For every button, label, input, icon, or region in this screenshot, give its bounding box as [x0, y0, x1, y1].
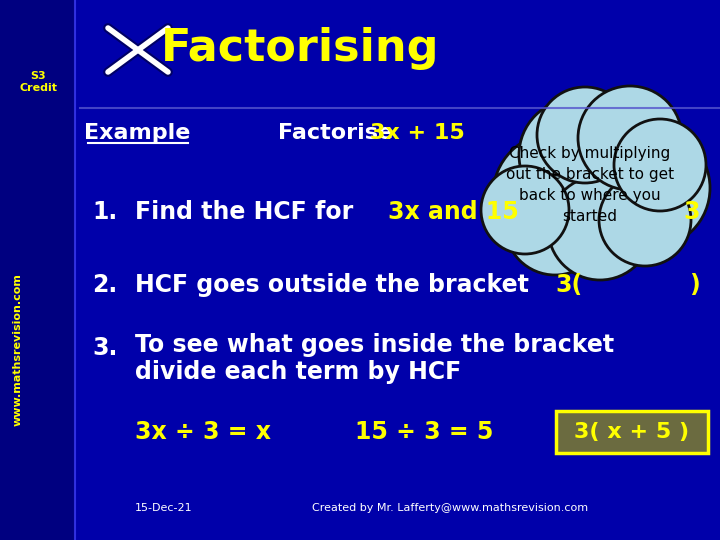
Text: 3.: 3.: [92, 336, 117, 360]
Circle shape: [599, 174, 691, 266]
Text: 15 ÷ 3 = 5: 15 ÷ 3 = 5: [355, 420, 493, 444]
Text: 3x + 15: 3x + 15: [370, 123, 464, 143]
Circle shape: [481, 166, 569, 254]
Text: 3( x + 5 ): 3( x + 5 ): [575, 422, 690, 442]
Text: 2.: 2.: [92, 273, 117, 297]
Circle shape: [493, 133, 617, 257]
Circle shape: [548, 176, 652, 280]
FancyBboxPatch shape: [556, 411, 708, 453]
Circle shape: [535, 100, 675, 240]
Text: Example: Example: [84, 123, 190, 143]
Text: To see what goes inside the bracket: To see what goes inside the bracket: [135, 333, 614, 357]
Text: 3x ÷ 3 = x: 3x ÷ 3 = x: [135, 420, 271, 444]
Text: Factorising: Factorising: [161, 26, 439, 70]
Text: Check by multiplying
out the bracket to get
back to where you
started: Check by multiplying out the bracket to …: [506, 146, 674, 224]
Text: Created by Mr. Lafferty@www.mathsrevision.com: Created by Mr. Lafferty@www.mathsrevisio…: [312, 503, 588, 513]
Text: www.mathsrevision.com: www.mathsrevision.com: [13, 274, 23, 427]
Text: Find the HCF for: Find the HCF for: [135, 200, 361, 224]
Text: 3(: 3(: [555, 273, 582, 297]
Text: 3: 3: [683, 200, 700, 224]
Circle shape: [562, 90, 678, 206]
Text: ): ): [689, 273, 700, 297]
Circle shape: [505, 175, 605, 275]
Text: HCF goes outside the bracket: HCF goes outside the bracket: [135, 273, 529, 297]
Text: 3x and 15: 3x and 15: [388, 200, 518, 224]
Circle shape: [614, 119, 706, 211]
Text: 1.: 1.: [92, 200, 117, 224]
Circle shape: [519, 99, 631, 211]
Text: Factorise: Factorise: [278, 123, 409, 143]
Circle shape: [590, 128, 710, 248]
FancyBboxPatch shape: [0, 0, 75, 540]
Text: S3
Credit: S3 Credit: [19, 71, 57, 93]
Circle shape: [537, 87, 633, 183]
Text: divide each term by HCF: divide each term by HCF: [135, 360, 462, 384]
Circle shape: [578, 86, 682, 190]
Text: 15-Dec-21: 15-Dec-21: [135, 503, 193, 513]
